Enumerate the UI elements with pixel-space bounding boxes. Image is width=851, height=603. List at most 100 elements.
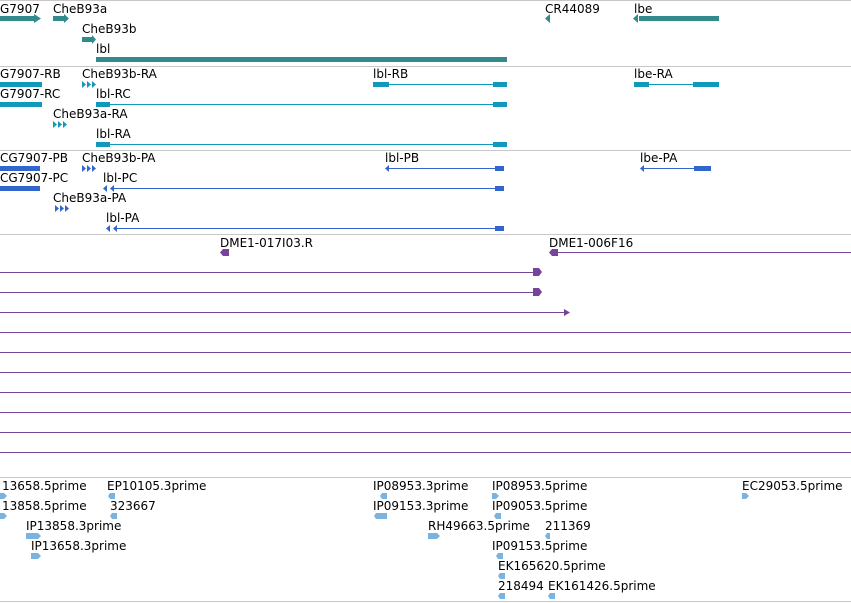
read-feature[interactable] (428, 533, 441, 539)
read-label[interactable]: EK165620.5prime (498, 559, 606, 573)
read-label[interactable]: 13658.5prime (2, 479, 87, 493)
read-feature[interactable] (492, 493, 500, 499)
protein-feature[interactable] (0, 166, 40, 171)
read-label[interactable]: EP10105.3prime (107, 479, 207, 493)
transcript-exon[interactable] (96, 142, 110, 147)
gene-label[interactable]: CR44089 (545, 2, 600, 16)
transcript-exon[interactable] (0, 82, 42, 87)
protein-feature[interactable] (694, 166, 711, 171)
protein-label[interactable]: CheB93a-PA (53, 191, 127, 205)
read-feature[interactable] (545, 533, 551, 539)
protein-arrows (103, 185, 114, 192)
est-arrow (533, 268, 542, 276)
est-alignment (558, 252, 851, 253)
est-alignment (0, 272, 533, 273)
read-label[interactable]: 323667 (110, 499, 156, 513)
transcript-exon[interactable] (634, 82, 649, 87)
transcript-arrows (53, 121, 67, 128)
read-feature[interactable] (0, 513, 8, 519)
transcript-exon[interactable] (0, 102, 42, 107)
gene-label[interactable]: G7907 (0, 2, 40, 16)
protein-label[interactable]: lbl-PB (385, 151, 420, 165)
est-label[interactable]: DME1-017I03.R (220, 236, 314, 250)
gene-arrow (633, 14, 638, 23)
protein-feature[interactable] (495, 186, 504, 191)
read-label[interactable]: RH49663.5prime (428, 519, 530, 533)
read-label[interactable]: IP09053.5prime (492, 499, 588, 513)
track-separator (0, 601, 851, 602)
read-label[interactable]: IP13858.3prime (26, 519, 122, 533)
est-feature[interactable] (220, 249, 230, 256)
transcript-intron (110, 104, 493, 105)
est-alignment (0, 392, 851, 393)
read-label[interactable]: 211369 (545, 519, 591, 533)
read-feature[interactable] (742, 493, 750, 499)
protein-label[interactable]: lbl-PA (106, 211, 140, 225)
transcript-exon[interactable] (493, 82, 507, 87)
read-feature[interactable] (374, 513, 388, 519)
transcript-exon[interactable] (493, 142, 507, 147)
track-separator (0, 66, 851, 67)
read-feature[interactable] (110, 513, 118, 519)
read-label[interactable]: IP08953.5prime (492, 479, 588, 493)
gene-feature[interactable] (96, 57, 507, 62)
gene-feature[interactable] (0, 16, 34, 21)
transcript-exon[interactable] (96, 102, 110, 107)
track-separator (0, 0, 851, 1)
transcript-exon[interactable] (693, 82, 719, 87)
est-label[interactable]: DME1-006F16 (549, 236, 634, 250)
gene-feature[interactable] (82, 37, 92, 42)
protein-arrows (106, 225, 117, 232)
gene-label[interactable]: CheB93b (82, 22, 137, 36)
est-alignment (0, 452, 851, 453)
read-label[interactable]: IP13658.3prime (31, 539, 127, 553)
read-label[interactable]: 218494 (498, 579, 544, 593)
protein-feature[interactable] (495, 226, 504, 231)
est-alignment (0, 312, 565, 313)
gene-label[interactable]: lbl (96, 42, 111, 56)
protein-arrows (55, 205, 69, 212)
transcript-label[interactable]: lbl-RB (373, 67, 409, 81)
protein-label[interactable]: lbl-PC (103, 171, 138, 185)
transcript-label[interactable]: G7907-RC (0, 87, 61, 101)
gene-feature[interactable] (639, 16, 719, 21)
read-label[interactable]: IP08953.3prime (373, 479, 469, 493)
protein-label[interactable]: CG7907-PB (0, 151, 69, 165)
read-feature[interactable] (548, 593, 556, 599)
read-label[interactable]: EK161426.5prime (548, 579, 656, 593)
transcript-label[interactable]: CheB93a-RA (53, 107, 128, 121)
transcript-label[interactable]: lbl-RA (96, 127, 131, 141)
transcript-label[interactable]: CheB93b-RA (82, 67, 157, 81)
read-feature[interactable] (496, 553, 504, 559)
protein-label[interactable]: CheB93b-PA (82, 151, 156, 165)
transcript-exon[interactable] (373, 82, 389, 87)
transcript-label[interactable]: lbl-RC (96, 87, 131, 101)
read-feature[interactable] (0, 493, 8, 499)
read-feature[interactable] (31, 553, 42, 559)
protein-intron (389, 168, 495, 169)
protein-intron (114, 188, 495, 189)
transcript-exon[interactable] (493, 102, 507, 107)
protein-feature[interactable] (0, 186, 40, 191)
protein-label[interactable]: lbe-PA (640, 151, 678, 165)
gene-label[interactable]: CheB93a (53, 2, 108, 16)
transcript-label[interactable]: lbe-RA (634, 67, 673, 81)
read-label[interactable]: IP09153.5prime (492, 539, 588, 553)
transcript-arrows (82, 81, 96, 88)
protein-label[interactable]: CG7907-PC (0, 171, 69, 185)
read-feature[interactable] (494, 513, 502, 519)
gene-feature[interactable] (53, 16, 64, 21)
read-feature[interactable] (26, 533, 42, 539)
protein-feature[interactable] (495, 166, 504, 171)
read-feature[interactable] (498, 573, 506, 579)
est-arrow (549, 249, 558, 256)
gene-label[interactable]: lbe (634, 2, 653, 16)
read-feature[interactable] (498, 593, 506, 599)
read-label[interactable]: EC29053.5prime (742, 479, 843, 493)
read-feature[interactable] (380, 493, 388, 499)
read-label[interactable]: 13858.5prime (2, 499, 87, 513)
read-label[interactable]: IP09153.3prime (373, 499, 469, 513)
transcript-label[interactable]: G7907-RB (0, 67, 61, 81)
read-feature[interactable] (108, 493, 116, 499)
protein-intron (117, 228, 495, 229)
